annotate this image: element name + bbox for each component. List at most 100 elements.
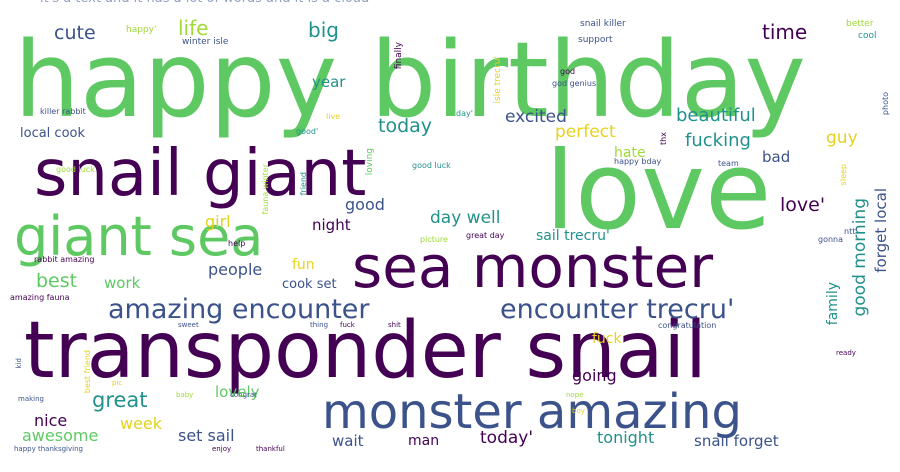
word-beautiful: beautiful (676, 105, 756, 126)
word-snail-forget: snail forget (694, 432, 779, 450)
word-sail-trecru: sail trecru' (536, 228, 610, 244)
word-forget-local: forget local (872, 188, 890, 273)
word-excited: excited (505, 107, 567, 127)
word-congratulation: congratulation (658, 321, 717, 330)
word-good-q: good' (296, 127, 319, 136)
word-man: man (408, 433, 440, 449)
word-amazing-encounter: amazing encounter (108, 294, 370, 325)
word-killer-rabbit: killer rabbit (40, 107, 86, 116)
word-making: making (18, 395, 44, 403)
word-fuck-2: fuck (340, 321, 355, 329)
word-love: love (545, 129, 772, 254)
word-awesome: awesome (22, 426, 99, 445)
word-loving: loving (365, 148, 375, 176)
word-boy: boy (572, 407, 585, 415)
word-photo: photo (881, 92, 890, 116)
word-picture: picture (420, 235, 448, 244)
word-today-q: today' (480, 428, 534, 448)
word-good-luck-2: good luck (56, 165, 95, 174)
word-local-cook: local cook (20, 126, 86, 141)
word-better: better (846, 19, 874, 29)
word-people: people (208, 260, 263, 279)
word-congrat: congrat (230, 391, 257, 399)
word-god: god (560, 67, 576, 76)
word-best: best (36, 270, 78, 292)
word-good-luck: good luck (412, 161, 451, 170)
word-transponder-snail: transponder snail (24, 306, 707, 396)
word-nope: nope (566, 391, 584, 399)
word-set-sail: set sail (178, 426, 235, 445)
word-baby: baby (176, 391, 194, 399)
word-god-genius: god genius (552, 79, 597, 88)
word-amazing-fauna: amazing fauna (10, 293, 70, 302)
word-going: going (572, 366, 617, 385)
word-life: life (178, 16, 209, 40)
word-kid: kid (15, 358, 23, 369)
word-fucking: fucking (685, 130, 751, 151)
word-ntt: ntt' (844, 227, 858, 236)
word-work: work (104, 274, 141, 292)
word-winter-isle: winter isle (182, 37, 229, 47)
word-family: family (825, 282, 841, 326)
word-ready: ready (836, 349, 856, 357)
word-cool: cool (858, 31, 877, 41)
word-perfect: perfect (555, 122, 616, 142)
word-bad: bad (762, 148, 791, 166)
word-good-morning: good morning (850, 198, 870, 317)
word-cook-set: cook set (282, 277, 337, 292)
word-happy-q: happy' (126, 25, 157, 35)
word-team: team (718, 159, 739, 168)
word-support: support (578, 35, 613, 45)
word-big: big (308, 18, 339, 42)
word-lovely: lovely (215, 383, 260, 401)
word-happy-birthday: happy birthday (14, 19, 806, 141)
word-cute: cute (54, 22, 96, 44)
word-pic: pic (112, 379, 123, 387)
word-happy-thanksgiving: happy thanksgiving (14, 445, 83, 453)
word-best-friend: best friend (83, 350, 92, 394)
word-today: today (378, 115, 433, 137)
word-wait: wait (332, 432, 364, 450)
word-great-day: great day (466, 231, 505, 240)
word-year: year (312, 73, 346, 91)
word-day-well: day well (430, 208, 501, 228)
word-fuck: fuck (592, 331, 622, 347)
word-great: great (92, 388, 148, 412)
word-thing: thing (310, 321, 329, 329)
word-isle-trecru: isle trecru' (493, 56, 503, 104)
word-thankful: thankful (256, 445, 285, 453)
word-night: night (312, 216, 351, 234)
word-rabbit-amazing: rabbit amazing (34, 255, 95, 264)
word-live: live (326, 112, 341, 121)
word-snail-killer: snail killer (580, 19, 626, 29)
word-top-line: it's a text and it has a lot of words an… (40, 0, 369, 5)
word-time: time (762, 20, 808, 44)
word-happy-bday: happy bday (614, 157, 662, 166)
word-shit: shit (388, 321, 401, 329)
word-girl: girl (205, 212, 231, 231)
word-sweet: sweet (178, 321, 199, 329)
word-enjoy: enjoy (212, 445, 232, 453)
word-hate: hate (614, 145, 646, 161)
word-tonight: tonight (597, 428, 655, 447)
word-day-q: day' (456, 109, 473, 118)
word-love-q: love' (780, 194, 826, 216)
word-help: help (228, 239, 246, 248)
word-encounter-trecru: encounter trecru' (500, 294, 735, 325)
word-monster-amazing: monster amazing (322, 384, 742, 440)
word-snail-giant: snail giant (34, 137, 367, 211)
word-gonna: gonna (818, 235, 844, 244)
word-fauna-winter: fauna winter (261, 164, 270, 215)
word-good: good (345, 195, 385, 214)
word-guy: guy (826, 128, 858, 148)
word-nice: nice (34, 411, 68, 430)
word-fun: fun (292, 257, 315, 273)
word-week: week (120, 414, 163, 433)
word-sea-monster: sea monster (352, 233, 714, 301)
word-sleep: sleep (839, 164, 848, 186)
word-giant-sea: giant sea (14, 205, 264, 268)
word-friend: friend (299, 172, 308, 196)
word-thx: thx (659, 132, 668, 145)
word-finally: finally (394, 42, 404, 70)
